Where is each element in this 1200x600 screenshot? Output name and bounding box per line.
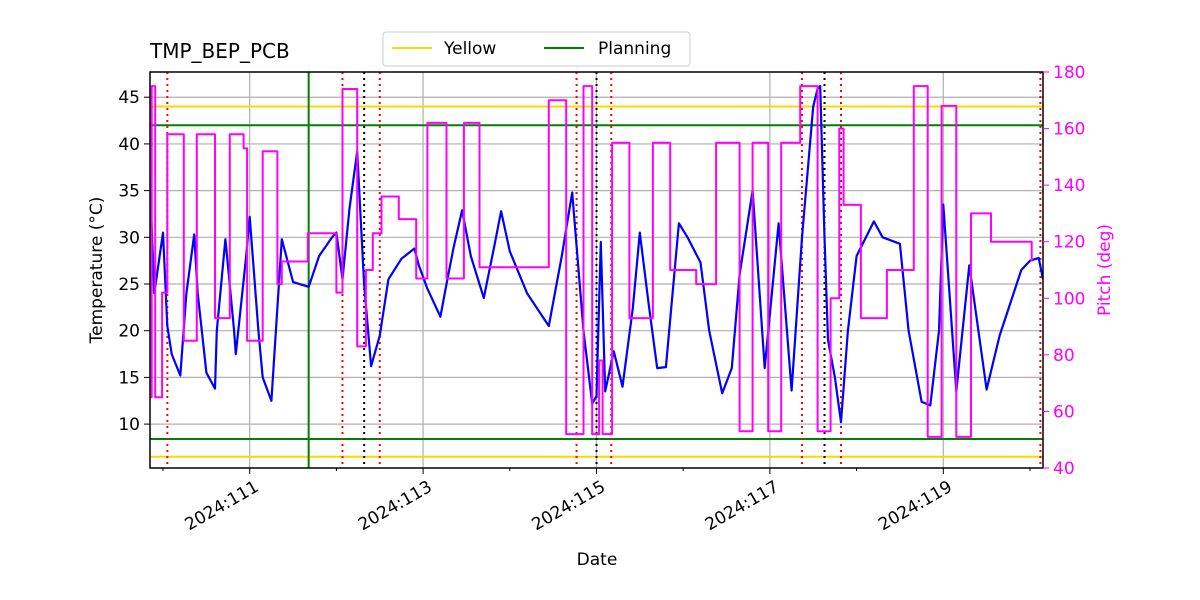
y2-tick-label: 140 xyxy=(1053,176,1085,196)
y2-tick-label: 60 xyxy=(1053,402,1075,422)
series xyxy=(150,84,1043,438)
temperature-series-line xyxy=(150,84,1043,424)
y-tick-label: 30 xyxy=(118,228,140,248)
chart-title: TMP_BEP_PCB xyxy=(149,39,290,63)
y-tick-label: 35 xyxy=(118,182,140,202)
legend: Yellow Planning xyxy=(382,31,691,67)
pitch-series-line xyxy=(150,85,1033,438)
y-tick-label: 15 xyxy=(118,368,140,388)
y2-tick-label: 80 xyxy=(1053,346,1075,366)
y-tick-label: 20 xyxy=(118,322,140,342)
y-tick-label: 25 xyxy=(118,275,140,295)
x-axis-label: Date xyxy=(577,550,618,570)
y2-tick-label: 100 xyxy=(1053,289,1085,309)
y2-tick-label: 120 xyxy=(1053,233,1085,253)
legend-label-yellow: Yellow xyxy=(443,39,496,59)
y-axis-label: Temperature (°C) xyxy=(87,197,107,345)
y-tick-label: 40 xyxy=(118,135,140,155)
y2-tick-label: 180 xyxy=(1053,63,1085,83)
legend-label-planning: Planning xyxy=(598,39,671,59)
y2-tick-label: 160 xyxy=(1053,120,1085,140)
y-tick-label: 45 xyxy=(118,88,140,108)
y-tick-label: 10 xyxy=(118,415,140,435)
y2-tick-label: 40 xyxy=(1053,459,1075,479)
y2-axis-label: Pitch (deg) xyxy=(1095,224,1115,316)
legend-box xyxy=(382,31,691,67)
